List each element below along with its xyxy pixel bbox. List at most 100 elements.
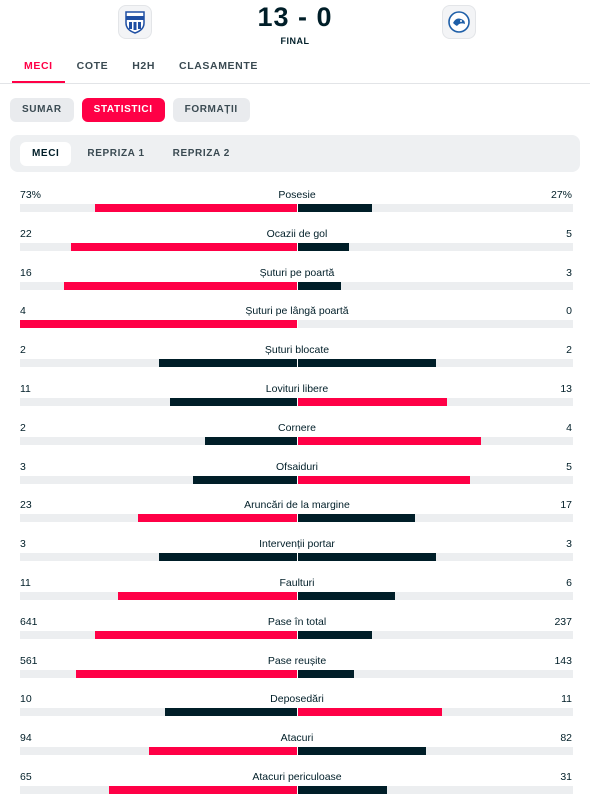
stat-away-track [298, 359, 573, 368]
subtab-sumar[interactable]: SUMAR [10, 98, 74, 122]
period-repriza-2[interactable]: REPRIZA 2 [172, 147, 230, 159]
subtab-statistici[interactable]: STATISTICI [81, 98, 165, 122]
stat-away-value: 5 [566, 460, 572, 473]
stat-home-track [20, 397, 297, 406]
stat-home-track [20, 553, 297, 562]
tab-meci[interactable]: MECI [12, 52, 65, 83]
stat-home-value: 23 [20, 499, 32, 512]
stat-home-bar [94, 630, 297, 639]
match-header: 13 - 0 FINAL [0, 0, 590, 52]
stat-home-track [20, 747, 297, 756]
stat-away-bar [298, 630, 373, 639]
stat-away-value: 31 [560, 770, 572, 783]
stat-away-bar [298, 475, 470, 484]
stat-home-bar [137, 514, 297, 523]
stat-away-bar [298, 553, 436, 562]
stat-row: 2 Șuturi blocate 2 [0, 341, 590, 380]
stat-away-track [298, 553, 573, 562]
stat-home-value: 3 [20, 538, 26, 551]
stat-away-bar [298, 436, 482, 445]
period-repriza-1[interactable]: REPRIZA 1 [87, 147, 145, 159]
period-selector: MECI REPRIZA 1 REPRIZA 2 [10, 135, 580, 172]
stat-home-track [20, 475, 297, 484]
stat-row: 10 Deposedări 11 [0, 690, 590, 729]
stat-away-value: 5 [566, 227, 572, 240]
stat-home-bar [94, 204, 297, 212]
home-team-crest[interactable] [118, 5, 152, 39]
stat-home-value: 4 [20, 305, 26, 318]
stat-row: 2 Cornere 4 [0, 419, 590, 458]
subtab-formatii[interactable]: FORMAȚII [172, 98, 250, 122]
stat-home-track [20, 281, 297, 290]
stat-home-bar [158, 359, 297, 368]
stat-away-bar [298, 591, 396, 600]
stat-away-bar [298, 281, 342, 290]
tab-clasamente[interactable]: CLASAMENTE [179, 60, 258, 72]
stat-away-bar [298, 785, 387, 794]
stat-home-bar [158, 553, 297, 562]
stat-row: 4 Șuturi pe lângă poartă 0 [0, 302, 590, 341]
section-tabs: SUMAR STATISTICI FORMAȚII [0, 84, 590, 135]
period-meci[interactable]: MECI [20, 141, 72, 166]
stat-home-value: 2 [20, 344, 26, 357]
stat-home-value: 641 [20, 615, 38, 628]
match-score: 13 - 0 [257, 2, 333, 32]
away-crest-icon [448, 11, 470, 33]
stat-row: 22 Ocazii de gol 5 [0, 225, 590, 264]
stat-away-track [298, 320, 573, 329]
stat-row: 94 Atacuri 82 [0, 729, 590, 768]
stat-home-bar [20, 320, 297, 329]
stat-away-value: 6 [566, 576, 572, 589]
away-team-crest[interactable] [442, 5, 476, 39]
stat-home-value: 22 [20, 227, 32, 240]
match-tabs: MECI COTE H2H CLASAMENTE [0, 52, 590, 84]
tab-h2h[interactable]: H2H [132, 60, 156, 72]
stat-home-track [20, 204, 297, 212]
stat-label: Pase reușite [267, 654, 327, 667]
stat-home-bar [149, 747, 297, 756]
stat-row: 65 Atacuri periculoase 31 [0, 768, 590, 807]
stat-label: Posesie [278, 189, 316, 201]
stat-away-track [298, 242, 573, 251]
stat-home-track [20, 591, 297, 600]
stat-label: Intervenții portar [259, 538, 335, 551]
stat-away-track [298, 397, 573, 406]
stat-label: Atacuri [280, 732, 314, 745]
stat-row: 11 Lovituri libere 13 [0, 380, 590, 419]
stat-label: Deposedări [270, 693, 324, 706]
stat-away-value: 82 [560, 732, 572, 745]
stat-away-track [298, 669, 573, 678]
stat-home-bar [76, 669, 297, 678]
stat-row: 3 Intervenții portar 3 [0, 535, 590, 574]
stat-row: 641 Pase în total 237 [0, 613, 590, 652]
stat-away-value: 237 [554, 615, 572, 628]
stat-row: 3 Ofsaiduri 5 [0, 458, 590, 497]
stat-away-bar [298, 669, 354, 678]
stat-home-value: 94 [20, 732, 32, 745]
stat-home-value: 10 [20, 693, 32, 706]
stat-label: Ofsaiduri [275, 460, 318, 473]
stat-away-value: 3 [566, 538, 572, 551]
stat-label: Lovituri libere [265, 382, 329, 395]
stat-label: Șuturi pe lângă poartă [245, 305, 349, 318]
stat-away-track [298, 630, 573, 639]
stat-home-bar [117, 591, 297, 600]
stat-away-track [298, 204, 573, 212]
stat-home-bar [109, 785, 297, 794]
stat-away-track [298, 475, 573, 484]
stat-home-track [20, 514, 297, 523]
tab-cote[interactable]: COTE [76, 60, 109, 72]
stat-away-value: 11 [561, 693, 572, 706]
stat-away-bar [298, 397, 447, 406]
stat-home-track [20, 785, 297, 794]
stat-home-value: 65 [20, 770, 32, 783]
stat-away-value: 0 [566, 305, 572, 318]
stat-label: Cornere [278, 421, 316, 434]
stat-home-track [20, 359, 297, 368]
stat-away-bar [298, 242, 349, 251]
stat-away-bar [298, 204, 373, 212]
stat-home-track [20, 630, 297, 639]
statistics-list: 73% Posesie 27% 22 Ocazii de gol 5 16 Șuturi pe… [0, 172, 590, 807]
stat-home-bar [63, 281, 297, 290]
stat-away-value: 27% [550, 189, 572, 201]
